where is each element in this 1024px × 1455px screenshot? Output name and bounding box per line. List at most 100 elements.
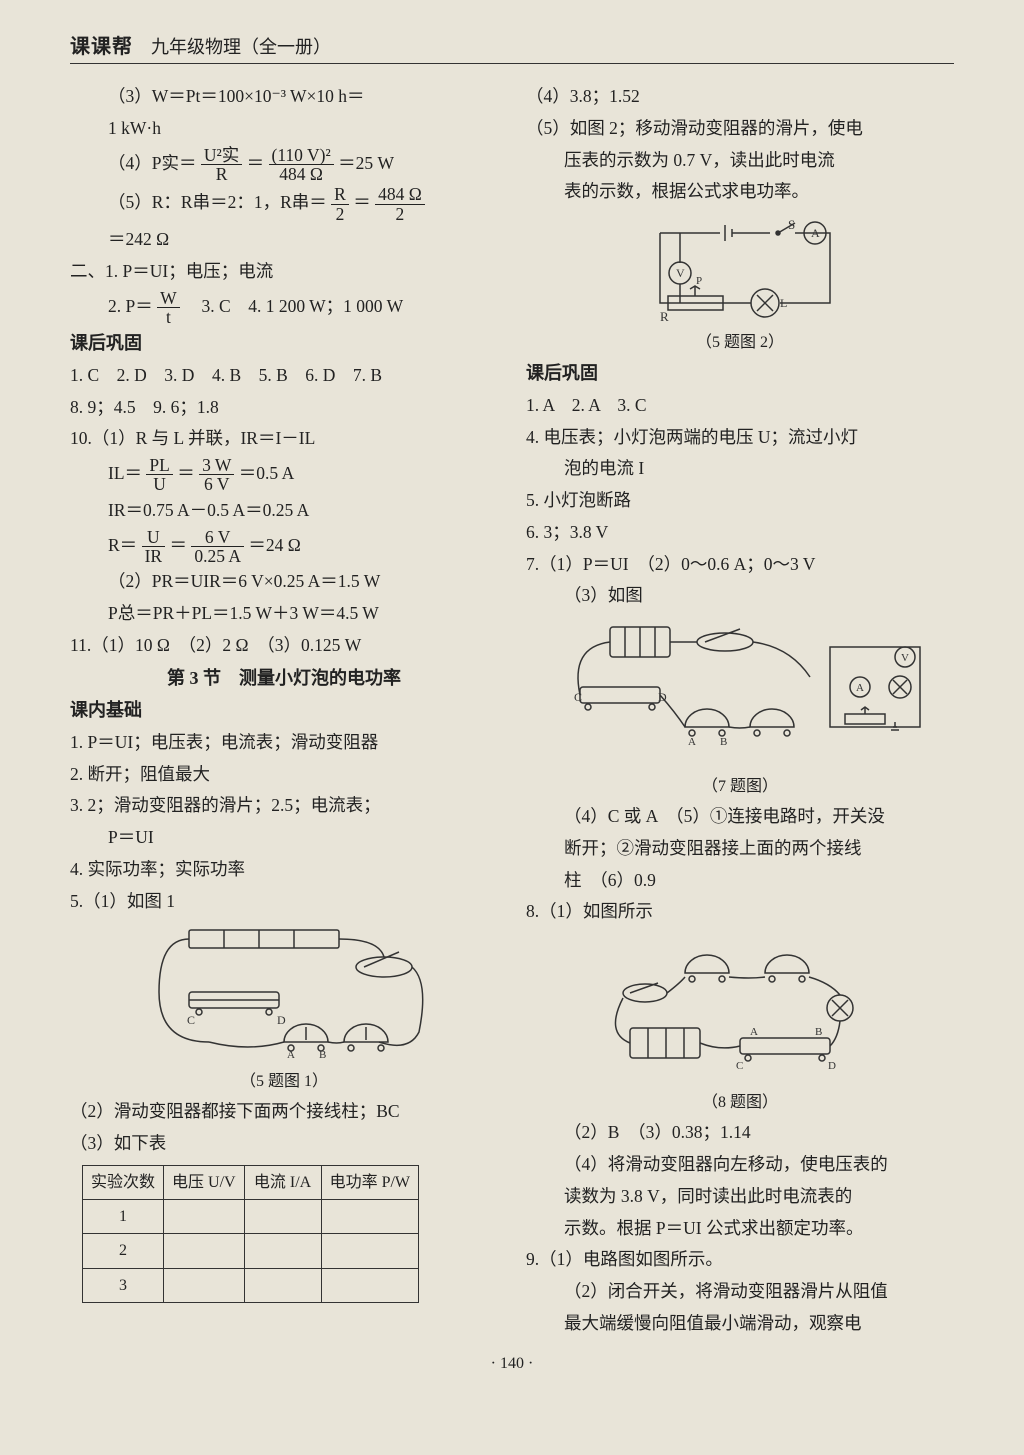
text: ＝ bbox=[177, 463, 195, 483]
label: S bbox=[788, 217, 795, 232]
text-line: （4）C 或 A （5）①连接电路时，开关没 bbox=[526, 802, 954, 832]
section-title: 第 3 节 测量小灯泡的电功率 bbox=[70, 663, 498, 694]
text: 2. P＝ bbox=[108, 295, 153, 315]
text-line: IL＝ PLU ＝ 3 W6 V ＝0.5 A bbox=[70, 456, 498, 494]
table-header: 电流 I/A bbox=[244, 1165, 321, 1199]
text-line: P＝UI bbox=[70, 823, 498, 853]
label: B bbox=[720, 736, 727, 748]
label: D bbox=[828, 1060, 836, 1072]
label: D bbox=[658, 690, 667, 704]
fraction: Wt bbox=[157, 289, 180, 327]
table-cell: 1 bbox=[83, 1200, 164, 1234]
svg-text:A: A bbox=[856, 682, 864, 694]
text-line: 8.（1）如图所示 bbox=[526, 897, 954, 927]
section-title: 课内基础 bbox=[70, 695, 498, 726]
label: B bbox=[815, 1026, 822, 1038]
text-line: 10.（1）R 与 L 并联，IR＝I－IL bbox=[70, 424, 498, 454]
text: R＝ bbox=[108, 534, 137, 554]
table-row: 1 bbox=[83, 1200, 419, 1234]
brand: 课课帮 bbox=[70, 36, 133, 58]
text-line: 2. P＝ Wt 3. C 4. 1 200 W；1 000 W bbox=[70, 289, 498, 327]
text-line: 4. 电压表；小灯泡两端的电压 U；流过小灯 bbox=[526, 423, 954, 453]
page: 课课帮 九年级物理（全一册） （3）W＝Pt＝100×10⁻³ W×10 h＝ … bbox=[0, 0, 1024, 1393]
label: A bbox=[750, 1026, 758, 1038]
figure-8: C D A B bbox=[526, 933, 954, 1083]
text-line: （3）如图 bbox=[526, 581, 954, 611]
text-line: 表的示数，根据公式求电功率。 bbox=[526, 177, 954, 207]
text-line: 8. 9；4.5 9. 6；1.8 bbox=[70, 393, 498, 423]
text-line: 6. 3；3.8 V bbox=[526, 518, 954, 548]
figure-label: （8 题图） bbox=[526, 1089, 954, 1116]
table-header: 实验次数 bbox=[83, 1165, 164, 1199]
text-line: 11.（1）10 Ω （2）2 Ω （3）0.125 W bbox=[70, 631, 498, 661]
fraction: R2 bbox=[331, 185, 349, 223]
label: A bbox=[688, 736, 696, 748]
text-line: 泡的电流 I bbox=[526, 454, 954, 484]
text-line: 1. P＝UI；电压表；电流表；滑动变阻器 bbox=[70, 728, 498, 758]
figure-5-1: C D A B bbox=[70, 922, 498, 1062]
text-line: 最大端缓慢向阻值最小端滑动，观察电 bbox=[526, 1309, 954, 1339]
text-line: 1 kW·h bbox=[70, 114, 498, 144]
figure-7: V A C D A B bbox=[526, 617, 954, 767]
circuit-sketch-icon: V A C D A B bbox=[550, 617, 930, 767]
text-line: 7.（1）P＝UI （2）0～0.6 A；0～3 V bbox=[526, 550, 954, 580]
text-line: 1. C 2. D 3. D 4. B 5. B 6. D 7. B bbox=[70, 361, 498, 391]
left-column: （3）W＝Pt＝100×10⁻³ W×10 h＝ 1 kW·h （4）P实＝ U… bbox=[70, 82, 498, 1341]
table-cell bbox=[244, 1200, 321, 1234]
svg-text:B: B bbox=[319, 1049, 326, 1061]
fraction: UIR bbox=[142, 528, 166, 566]
header-subtitle: 九年级物理（全一册） bbox=[151, 37, 331, 57]
text-line: 示数。根据 P＝UI 公式求出额定功率。 bbox=[526, 1214, 954, 1244]
section-title: 课后巩固 bbox=[70, 328, 498, 359]
svg-text:C: C bbox=[187, 1013, 195, 1027]
label: C bbox=[574, 690, 582, 704]
text: IL＝ bbox=[108, 463, 142, 483]
text: ＝ bbox=[169, 534, 187, 554]
right-column: （4）3.8；1.52 （5）如图 2；移动滑动变阻器的滑片，使电 压表的示数为… bbox=[526, 82, 954, 1341]
text: ＝0.5 A bbox=[239, 463, 294, 483]
text-line: 3. 2；滑动变阻器的滑片；2.5；电流表； bbox=[70, 791, 498, 821]
columns: （3）W＝Pt＝100×10⁻³ W×10 h＝ 1 kW·h （4）P实＝ U… bbox=[70, 82, 954, 1341]
text-line: （5）R：R串＝2：1，R串＝ R2 ＝ 484 Ω2 bbox=[70, 185, 498, 223]
circuit-diagram-icon: S A V R P L bbox=[630, 213, 850, 323]
text-line: P总＝PR＋PL＝1.5 W＋3 W＝4.5 W bbox=[70, 599, 498, 629]
text-line: IR＝0.75 A－0.5 A＝0.25 A bbox=[70, 496, 498, 526]
text: ＝ bbox=[247, 152, 265, 172]
fraction: PLU bbox=[146, 456, 172, 494]
page-number: · 140 · bbox=[70, 1355, 954, 1373]
section-title: 课后巩固 bbox=[526, 358, 954, 389]
label: A bbox=[811, 226, 820, 240]
experiment-table: 实验次数 电压 U/V 电流 I/A 电功率 P/W 1 2 bbox=[82, 1165, 419, 1303]
text-line: （2）PR＝UIR＝6 V×0.25 A＝1.5 W bbox=[70, 567, 498, 597]
text: ＝ bbox=[353, 192, 371, 212]
text: （5）R：R串＝2：1，R串＝ bbox=[108, 192, 327, 212]
table-cell bbox=[244, 1234, 321, 1268]
circuit-sketch-icon: C D A B bbox=[129, 922, 439, 1062]
label: L bbox=[780, 296, 787, 310]
label: C bbox=[736, 1060, 743, 1072]
text: （4）P实＝ bbox=[108, 152, 196, 172]
text-line: 1. A 2. A 3. C bbox=[526, 391, 954, 421]
fraction: 3 W6 V bbox=[199, 456, 234, 494]
figure-label: （7 题图） bbox=[526, 773, 954, 800]
table-row: 3 bbox=[83, 1268, 419, 1302]
text-line: 4. 实际功率；实际功率 bbox=[70, 855, 498, 885]
label: V bbox=[676, 266, 685, 280]
svg-text:D: D bbox=[277, 1013, 286, 1027]
text-line: R＝ UIR ＝ 6 V0.25 A ＝24 Ω bbox=[70, 528, 498, 566]
fraction: (110 V)²484 Ω bbox=[269, 146, 334, 184]
text-line: （4）P实＝ U²实R ＝ (110 V)²484 Ω ＝25 W bbox=[70, 146, 498, 184]
fraction: 6 V0.25 A bbox=[191, 528, 244, 566]
text-line: 断开；②滑动变阻器接上面的两个接线 bbox=[526, 834, 954, 864]
table-cell bbox=[244, 1268, 321, 1302]
circuit-sketch-icon: C D A B bbox=[590, 933, 890, 1083]
table-header: 电压 U/V bbox=[164, 1165, 245, 1199]
text-line: 压表的示数为 0.7 V，读出此时电流 bbox=[526, 146, 954, 176]
figure-label: （5 题图 2） bbox=[526, 329, 954, 356]
label: R bbox=[660, 309, 669, 323]
table-cell bbox=[164, 1200, 245, 1234]
text-line: 2. 断开；阻值最大 bbox=[70, 760, 498, 790]
text-line: （2）B （3）0.38；1.14 bbox=[526, 1118, 954, 1148]
svg-text:V: V bbox=[901, 652, 909, 664]
text-line: （4）将滑动变阻器向左移动，使电压表的 bbox=[526, 1150, 954, 1180]
